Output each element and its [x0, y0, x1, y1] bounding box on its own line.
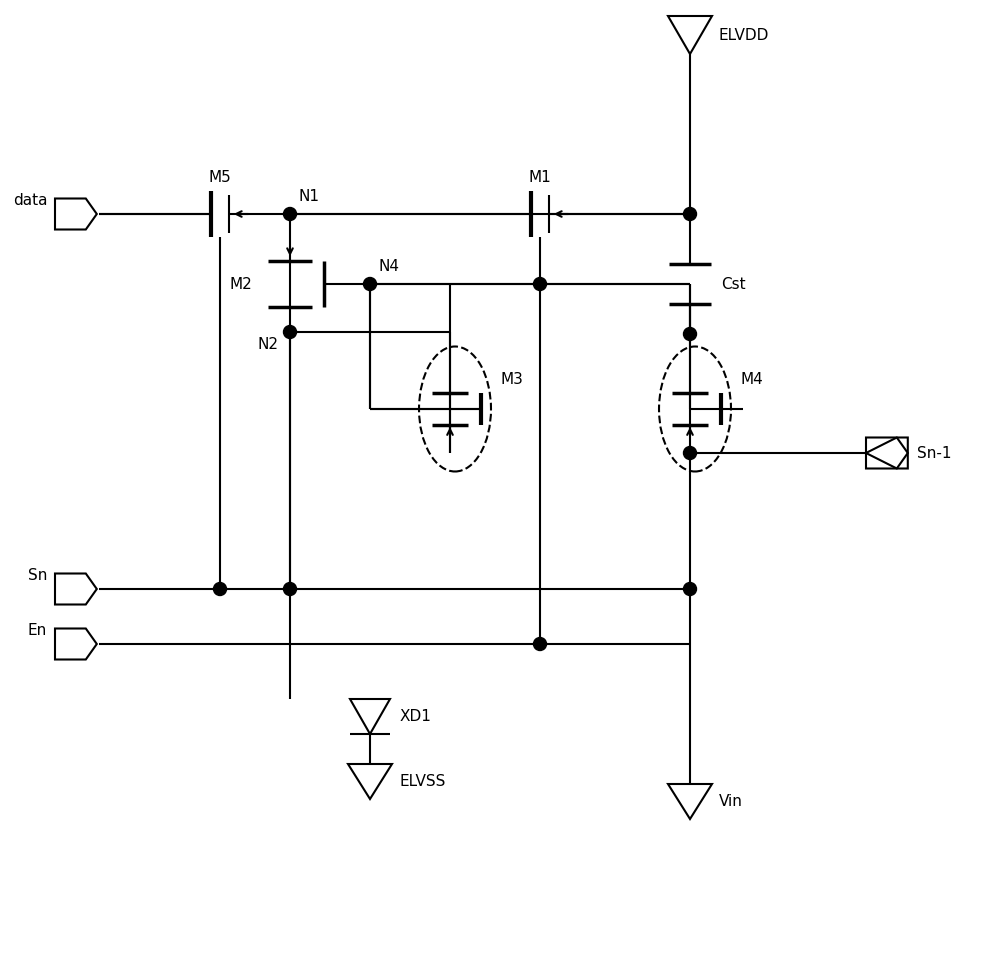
Circle shape: [364, 278, 377, 290]
Text: ELVDD: ELVDD: [719, 28, 769, 42]
Text: data: data: [14, 193, 48, 208]
Text: M2: M2: [229, 277, 252, 291]
Text: N4: N4: [378, 259, 399, 274]
Text: M4: M4: [740, 371, 763, 387]
Text: Sn-1: Sn-1: [917, 445, 952, 461]
Text: ELVSS: ELVSS: [399, 774, 445, 789]
Text: N2: N2: [257, 337, 278, 352]
Text: M3: M3: [500, 371, 523, 387]
Circle shape: [284, 326, 297, 338]
Text: XD1: XD1: [400, 709, 432, 724]
Circle shape: [214, 582, 227, 596]
Text: M1: M1: [529, 170, 551, 185]
Text: En: En: [28, 623, 47, 638]
Circle shape: [684, 582, 696, 596]
Circle shape: [684, 328, 696, 340]
Circle shape: [284, 207, 297, 221]
Text: M5: M5: [209, 170, 231, 185]
Circle shape: [534, 637, 546, 651]
Text: Vin: Vin: [719, 794, 743, 809]
Text: Sn: Sn: [28, 568, 47, 583]
Circle shape: [534, 278, 546, 290]
Text: Cst: Cst: [721, 277, 746, 291]
Text: N1: N1: [298, 189, 319, 204]
Circle shape: [684, 207, 696, 221]
Circle shape: [284, 582, 297, 596]
Circle shape: [684, 446, 696, 460]
